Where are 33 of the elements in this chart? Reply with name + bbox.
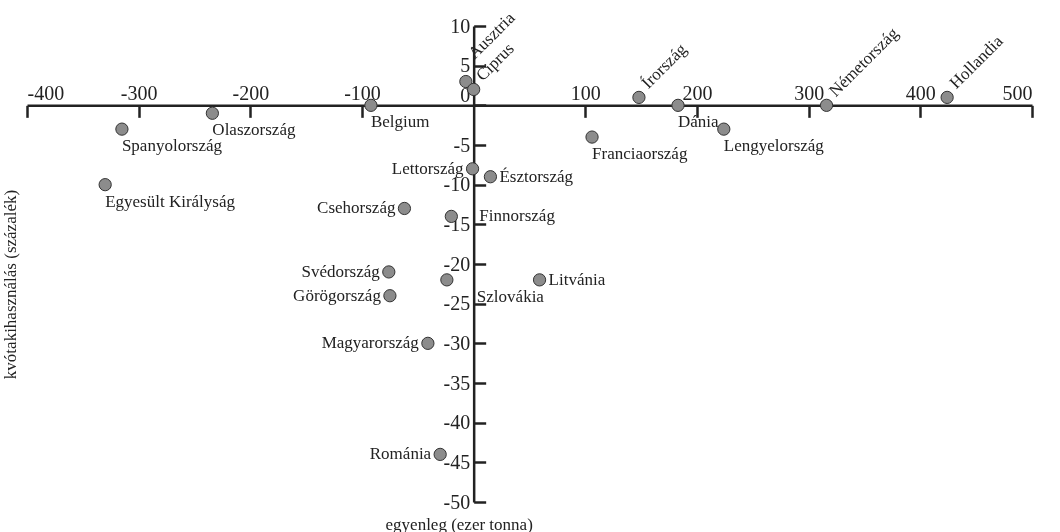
annotation: Svédország: [301, 261, 381, 281]
annotation: Szlovákia: [476, 286, 545, 306]
annotation: Görögország: [293, 285, 382, 305]
y-tick-label: -35: [443, 371, 471, 394]
annotation: Lengyelország: [723, 136, 825, 156]
x-tick-label: -200: [232, 81, 270, 104]
annotation: Belgium: [370, 112, 430, 132]
y-tick-label: -25: [443, 292, 471, 315]
annotation: Csehország: [317, 198, 396, 218]
y-tick-label: -5: [453, 133, 471, 156]
y-tick-label: -50: [443, 490, 471, 513]
y-tick-label: -20: [443, 252, 471, 275]
x-tick-label: -400: [27, 81, 65, 104]
x-tick-label: -300: [120, 81, 158, 104]
y-tick-label: 5: [460, 54, 471, 77]
annotation: Észtország: [499, 166, 574, 186]
annotation: Litvánia: [548, 269, 606, 289]
y-tick-label: 10: [450, 14, 471, 37]
x-tick-label: 100: [570, 81, 601, 104]
annotation: Finnország: [479, 206, 556, 226]
x-tick-label: -100: [344, 81, 381, 104]
annotation: Egyesült Királyság: [105, 191, 236, 211]
x-tick-label: 500: [1002, 81, 1033, 104]
y-axis-title: kvótakihasználás (százalék): [0, 189, 20, 380]
x-tick-label: 400: [905, 81, 936, 104]
x-tick-label: 300: [794, 81, 825, 104]
annotation: Dánia: [678, 112, 720, 132]
y-tick-label: -45: [443, 450, 471, 473]
y-tick-label: -40: [443, 411, 471, 434]
annotation: Románia: [369, 444, 432, 464]
annotation: Magyarország: [321, 333, 420, 353]
y-tick-label: -30: [443, 331, 471, 354]
annotation: Franciaország: [592, 144, 688, 164]
